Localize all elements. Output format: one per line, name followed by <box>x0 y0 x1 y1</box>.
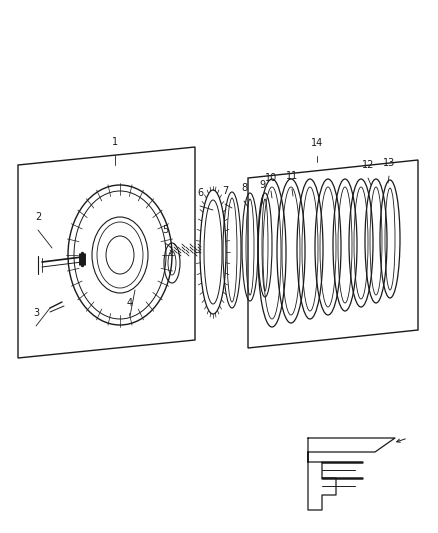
Text: 1: 1 <box>112 137 118 147</box>
Text: 14: 14 <box>311 138 323 148</box>
Text: 5: 5 <box>162 225 168 235</box>
Text: 8: 8 <box>241 183 247 193</box>
Text: 10: 10 <box>265 173 277 183</box>
Text: 6: 6 <box>197 188 203 198</box>
Text: 3: 3 <box>33 308 39 318</box>
Text: 2: 2 <box>35 212 41 222</box>
Text: 12: 12 <box>362 160 374 170</box>
Text: 9: 9 <box>259 180 265 190</box>
Text: 7: 7 <box>222 186 228 196</box>
Text: 13: 13 <box>383 158 395 168</box>
Text: 11: 11 <box>286 171 298 181</box>
Text: 4: 4 <box>127 298 133 308</box>
